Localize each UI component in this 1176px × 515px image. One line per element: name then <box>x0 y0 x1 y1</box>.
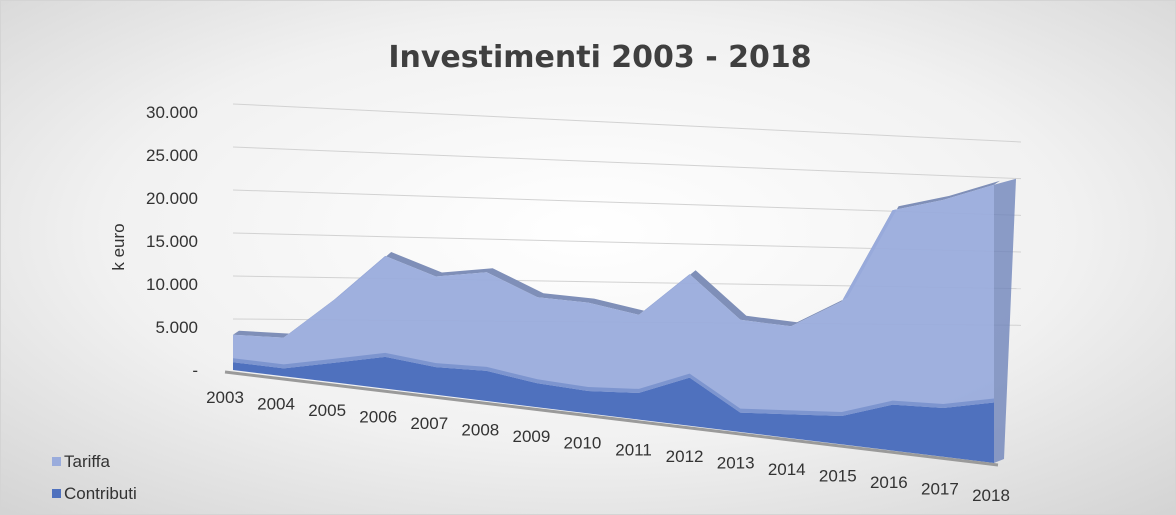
x-tick-label: 2004 <box>257 395 295 414</box>
x-tick-label: 2016 <box>870 473 908 492</box>
x-tick-label: 2018 <box>972 486 1010 505</box>
x-tick-label: 2011 <box>615 440 652 459</box>
legend-label-contributi: Contributi <box>64 484 137 503</box>
y-axis-label: k euro <box>109 223 128 270</box>
chart-title: Investimenti 2003 - 2018 <box>388 40 811 75</box>
x-tick-label: 2008 <box>461 421 499 440</box>
x-tick-label: 2005 <box>308 401 346 420</box>
legend-swatch-tariffa <box>52 457 61 466</box>
x-tick-label: 2010 <box>564 434 602 453</box>
y-tick-label: - <box>192 361 198 380</box>
y-tick-label: 30.000 <box>146 103 198 122</box>
x-tick-label: 2006 <box>359 408 397 427</box>
y-tick-label: 20.000 <box>146 189 198 208</box>
y-tick-label: 25.000 <box>146 146 198 165</box>
y-tick-label: 5.000 <box>155 318 198 337</box>
x-tick-label: 2012 <box>666 447 704 466</box>
x-tick-label: 2007 <box>410 414 448 433</box>
x-tick-label: 2015 <box>819 466 857 485</box>
x-tick-label: 2014 <box>768 460 806 479</box>
legend-swatch-contributi <box>52 489 61 498</box>
y-tick-label: 15.000 <box>146 232 198 251</box>
x-tick-label: 2017 <box>921 479 959 498</box>
x-tick-label: 2009 <box>512 427 550 446</box>
legend-label-tariffa: Tariffa <box>64 452 111 471</box>
x-tick-label: 2013 <box>717 453 755 472</box>
y-tick-label: 10.000 <box>146 275 198 294</box>
x-tick-label: 2003 <box>206 388 244 407</box>
